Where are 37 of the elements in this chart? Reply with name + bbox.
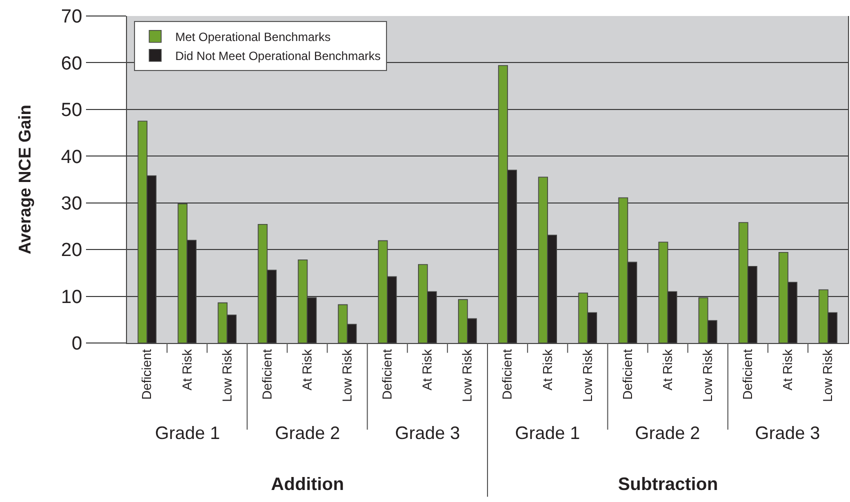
x-tick-label: At Risk xyxy=(299,348,314,390)
text: Grade 3 xyxy=(755,423,820,443)
x-tick-label: At Risk xyxy=(540,348,555,390)
x-tick-label: Low Risk xyxy=(340,348,355,402)
x-tick-label: Low Risk xyxy=(700,348,716,402)
x-tick-label: At Risk xyxy=(780,348,796,390)
y-tick-label: 60 xyxy=(61,53,82,74)
text: Addition xyxy=(271,474,344,494)
y-axis-title: Average NCE Gain xyxy=(16,104,35,254)
x-tick-label: Low Risk xyxy=(219,348,234,402)
text: Grade 3 xyxy=(395,423,460,443)
x-tick-label: Deficient xyxy=(500,348,515,400)
text: Grade 2 xyxy=(275,423,340,443)
text: Grade 2 xyxy=(635,423,700,443)
x-tick-label: Deficient xyxy=(259,348,274,400)
legend-label: Met Operational Benchmarks xyxy=(175,30,331,44)
y-tick-label: 40 xyxy=(61,146,82,168)
x-tick-label: Low Risk xyxy=(460,348,475,402)
x-tick-label: At Risk xyxy=(179,348,194,390)
x-tick-label: Deficient xyxy=(740,348,756,400)
y-tick-label: 10 xyxy=(61,286,82,308)
x-tick-label: Low Risk xyxy=(580,348,595,402)
text: Subtraction xyxy=(618,474,718,494)
text: Grade 1 xyxy=(155,423,220,443)
x-tick-label: At Risk xyxy=(420,348,435,390)
x-tick-label: At Risk xyxy=(660,348,675,390)
x-tick-label: Low Risk xyxy=(820,348,836,402)
y-tick-label: 50 xyxy=(61,100,82,122)
legend-label: Did Not Meet Operational Benchmarks xyxy=(175,49,381,64)
x-tick-label: Deficient xyxy=(139,348,154,400)
text: Grade 1 xyxy=(515,423,580,443)
y-tick-label: 20 xyxy=(61,240,82,262)
x-tick-label: Deficient xyxy=(380,348,395,400)
x-tick-label: Deficient xyxy=(620,348,635,400)
y-tick-label: 70 xyxy=(61,6,82,28)
y-tick-label: 0 xyxy=(72,334,82,355)
y-tick-label: 30 xyxy=(61,194,82,215)
